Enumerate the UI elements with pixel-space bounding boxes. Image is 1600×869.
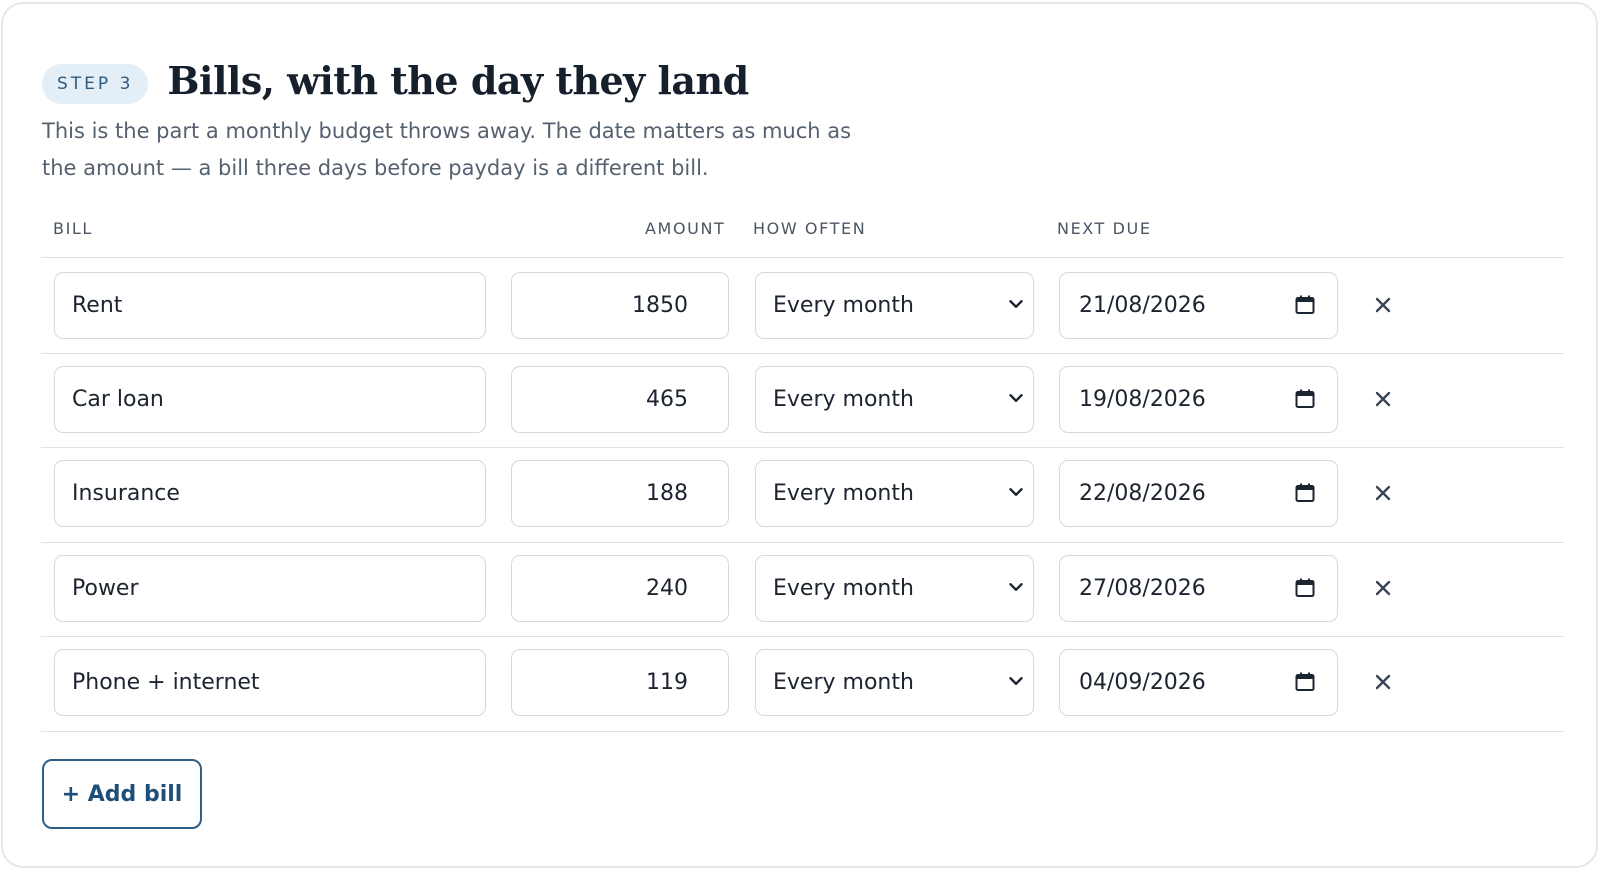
remove-bill-button[interactable] <box>1372 671 1394 693</box>
bill-amount-value: 240 <box>646 576 688 601</box>
bill-name-input[interactable]: Rent <box>54 272 486 339</box>
section-title: Bills, with the day they land <box>167 57 749 103</box>
bill-name-value: Phone + internet <box>72 670 260 695</box>
frequency-value: Every month <box>773 481 914 506</box>
close-icon <box>1375 297 1391 313</box>
close-icon <box>1375 391 1391 407</box>
bill-row: Power 240 Every month 27/08/2026 <box>3 555 1600 625</box>
bill-row: Insurance 188 Every month 22/08/2026 <box>3 460 1600 530</box>
bill-amount-input[interactable]: 465 <box>511 366 729 433</box>
bill-amount-input[interactable]: 1850 <box>511 272 729 339</box>
bill-amount-input[interactable]: 119 <box>511 649 729 716</box>
row-divider <box>41 447 1564 448</box>
chevron-down-icon <box>1009 583 1023 591</box>
add-bill-button[interactable]: + Add bill <box>42 759 202 829</box>
chevron-down-icon <box>1009 677 1023 685</box>
next-due-date-input[interactable]: 21/08/2026 <box>1059 272 1338 339</box>
frequency-value: Every month <box>773 576 914 601</box>
next-due-value: 22/08/2026 <box>1079 481 1206 506</box>
calendar-icon[interactable] <box>1293 481 1317 505</box>
chevron-down-icon <box>1009 488 1023 496</box>
remove-bill-button[interactable] <box>1372 388 1394 410</box>
bill-name-value: Car loan <box>72 387 164 412</box>
next-due-value: 19/08/2026 <box>1079 387 1206 412</box>
remove-bill-button[interactable] <box>1372 482 1394 504</box>
next-due-date-input[interactable]: 19/08/2026 <box>1059 366 1338 433</box>
step-badge: STEP 3 <box>42 64 149 104</box>
frequency-value: Every month <box>773 387 914 412</box>
bill-row: Car loan 465 Every month 19/08/2026 <box>3 366 1600 436</box>
calendar-icon[interactable] <box>1293 387 1317 411</box>
next-due-date-input[interactable]: 27/08/2026 <box>1059 555 1338 622</box>
calendar-icon[interactable] <box>1293 293 1317 317</box>
bill-name-input[interactable]: Insurance <box>54 460 486 527</box>
next-due-value: 27/08/2026 <box>1079 576 1206 601</box>
frequency-select[interactable]: Every month <box>755 555 1034 622</box>
chevron-down-icon <box>1009 300 1023 308</box>
remove-bill-button[interactable] <box>1372 577 1394 599</box>
bill-amount-value: 1850 <box>632 293 688 318</box>
bill-amount-input[interactable]: 188 <box>511 460 729 527</box>
chevron-down-icon <box>1009 394 1023 402</box>
row-divider <box>41 542 1564 543</box>
bill-amount-value: 188 <box>646 481 688 506</box>
bill-name-input[interactable]: Power <box>54 555 486 622</box>
next-due-date-input[interactable]: 22/08/2026 <box>1059 460 1338 527</box>
frequency-select[interactable]: Every month <box>755 366 1034 433</box>
row-divider <box>41 353 1564 354</box>
frequency-value: Every month <box>773 670 914 695</box>
close-icon <box>1375 674 1391 690</box>
column-header-amount: AMOUNT <box>645 219 726 238</box>
next-due-value: 21/08/2026 <box>1079 293 1206 318</box>
frequency-select[interactable]: Every month <box>755 272 1034 339</box>
bill-name-value: Insurance <box>72 481 180 506</box>
close-icon <box>1375 580 1391 596</box>
row-divider <box>41 636 1564 637</box>
bill-amount-value: 465 <box>646 387 688 412</box>
bill-row: Rent 1850 Every month 21/08/2026 <box>3 272 1600 342</box>
remove-bill-button[interactable] <box>1372 294 1394 316</box>
bill-name-value: Rent <box>72 293 123 318</box>
section-header: STEP 3 Bills, with the day they land <box>42 56 749 104</box>
bill-name-value: Power <box>72 576 139 601</box>
bill-row: Phone + internet 119 Every month 04/09/2… <box>3 649 1600 719</box>
frequency-select[interactable]: Every month <box>755 460 1034 527</box>
section-description: This is the part a monthly budget throws… <box>42 119 852 180</box>
column-header-how-often: HOW OFTEN <box>753 219 867 238</box>
bill-amount-value: 119 <box>646 670 688 695</box>
column-header-bill: BILL <box>53 219 93 238</box>
close-icon <box>1375 485 1391 501</box>
bill-name-input[interactable]: Phone + internet <box>54 649 486 716</box>
row-divider <box>41 731 1564 732</box>
calendar-icon[interactable] <box>1293 670 1317 694</box>
frequency-select[interactable]: Every month <box>755 649 1034 716</box>
frequency-value: Every month <box>773 293 914 318</box>
column-header-next-due: NEXT DUE <box>1057 219 1152 238</box>
bill-name-input[interactable]: Car loan <box>54 366 486 433</box>
next-due-date-input[interactable]: 04/09/2026 <box>1059 649 1338 716</box>
header-divider <box>41 257 1564 258</box>
bill-amount-input[interactable]: 240 <box>511 555 729 622</box>
calendar-icon[interactable] <box>1293 576 1317 600</box>
next-due-value: 04/09/2026 <box>1079 670 1206 695</box>
